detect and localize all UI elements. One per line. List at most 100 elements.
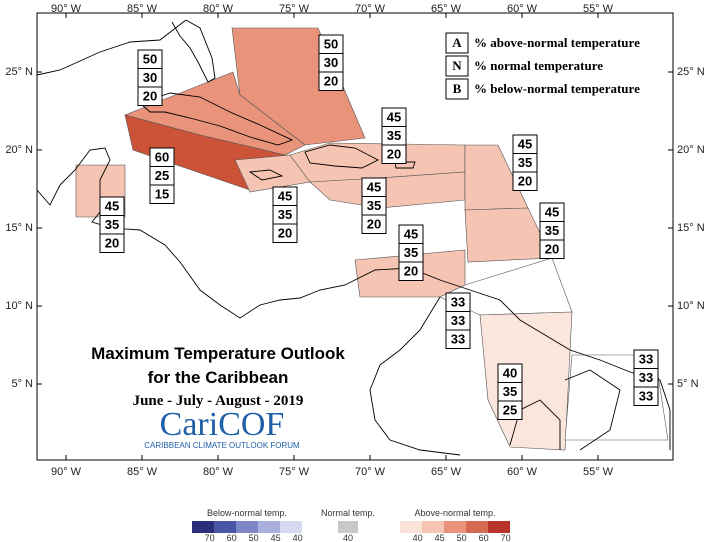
- key-letter: A: [452, 35, 462, 50]
- prob-cell: [512, 171, 538, 191]
- prob-value: 20: [324, 73, 338, 88]
- lon-label: 90° W: [51, 466, 82, 478]
- regions: [75, 27, 669, 451]
- prob-value: 33: [639, 370, 653, 385]
- colorbar-tick: 45: [271, 533, 281, 542]
- colorbar-tick: 60: [479, 533, 489, 542]
- colorbar-tick: 40: [343, 533, 353, 542]
- lat-label: 5° N: [677, 378, 699, 390]
- colorbar-swatch: [280, 521, 302, 533]
- prob-value: 20: [143, 88, 157, 103]
- region: [464, 207, 553, 263]
- colorbar-swatch: [466, 521, 488, 533]
- lat-label: 15° N: [5, 222, 33, 234]
- prob-value: 40: [503, 365, 517, 380]
- key-text: % above-normal temperature: [474, 35, 640, 50]
- lon-label: 55° W: [583, 3, 614, 15]
- lon-label: 80° W: [203, 3, 234, 15]
- coastline: [248, 169, 284, 181]
- coastline: [139, 92, 294, 146]
- prob-cell: [318, 71, 344, 91]
- prob-value: 20: [518, 173, 532, 188]
- prob-value: 35: [518, 155, 532, 170]
- key-letter: N: [452, 58, 462, 73]
- coastline: [304, 144, 379, 169]
- colorbar-tick: 70: [205, 533, 215, 542]
- colorbar-swatch: [422, 521, 444, 533]
- lon-label: 75° W: [279, 3, 310, 15]
- prob-value: 33: [639, 351, 653, 366]
- colorbar-tick: 50: [457, 533, 467, 542]
- lon-label: 70° W: [355, 3, 386, 15]
- prob-value: 45: [518, 136, 532, 151]
- lon-label: 80° W: [203, 466, 234, 478]
- prob-value: 45: [404, 226, 418, 241]
- key-letter-box: [445, 32, 469, 54]
- lon-label: 90° W: [51, 3, 82, 15]
- lat-label: 15° N: [677, 222, 705, 234]
- prob-value: 20: [387, 146, 401, 161]
- prob-value: 35: [545, 223, 559, 238]
- prob-cell: [633, 386, 659, 406]
- prob-cell: [381, 144, 407, 164]
- prob-value: 45: [105, 198, 119, 213]
- prob-cell: [149, 184, 175, 204]
- colorbar-swatch: [338, 521, 358, 533]
- colorbar-tick: 70: [501, 533, 511, 542]
- coastline: [509, 369, 621, 451]
- prob-cell: [99, 233, 125, 253]
- title-line: for the Caribbean: [148, 368, 289, 387]
- colorbar-tick: 50: [249, 533, 259, 542]
- colorbar-swatch: [488, 521, 510, 533]
- prob-value: 20: [404, 263, 418, 278]
- prob-value: 25: [503, 402, 517, 417]
- region: [231, 27, 366, 146]
- key-text: % normal temperature: [474, 58, 603, 73]
- lat-label: 5° N: [11, 378, 33, 390]
- logo-name: CariCOF: [160, 406, 285, 443]
- lat-label: 20° N: [5, 144, 33, 156]
- key-letter: B: [453, 81, 462, 96]
- colorbar-label: Normal temp.: [321, 508, 375, 518]
- prob-value: 30: [324, 55, 338, 70]
- colorbar-swatch: [236, 521, 258, 533]
- prob-cell: [272, 223, 298, 243]
- lon-label: 60° W: [507, 466, 538, 478]
- colorbar-tick: 45: [435, 533, 445, 542]
- prob-value: 45: [387, 109, 401, 124]
- prob-cell: [398, 261, 424, 281]
- colorbar-swatch: [444, 521, 466, 533]
- lat-label: 25° N: [677, 66, 705, 78]
- prob-value: 50: [324, 36, 338, 51]
- logo-tagline: CARIBBEAN CLIMATE OUTLOOK FORUM: [144, 441, 300, 450]
- prob-cell: [137, 86, 163, 106]
- prob-value: 35: [105, 217, 119, 232]
- prob-value: 20: [545, 241, 559, 256]
- prob-value: 45: [278, 188, 292, 203]
- prob-value: 35: [367, 198, 381, 213]
- lat-label: 25° N: [5, 66, 33, 78]
- prob-value: 33: [451, 294, 465, 309]
- prob-value: 35: [404, 245, 418, 260]
- colorbar-tick: 40: [413, 533, 423, 542]
- prob-value: 35: [278, 207, 292, 222]
- lon-label: 85° W: [127, 466, 158, 478]
- coastline: [369, 296, 461, 456]
- prob-value: 45: [545, 204, 559, 219]
- colorbar-label: Below-normal temp.: [207, 508, 287, 518]
- prob-value: 33: [451, 331, 465, 346]
- prob-value: 15: [155, 186, 169, 201]
- prob-cell: [497, 400, 523, 420]
- probability-boxes: 50 30 20 50 30 20 60 25 15 45 35 20 45 35 20 45 35 20 45 35…: [99, 34, 659, 420]
- prob-value: 33: [451, 313, 465, 328]
- coastline: [36, 184, 61, 206]
- prob-value: 50: [143, 51, 157, 66]
- prob-value: 20: [278, 225, 292, 240]
- colorbar-swatch: [214, 521, 236, 533]
- prob-value: 35: [503, 384, 517, 399]
- lon-label: 85° W: [127, 3, 158, 15]
- key-letter-box: [445, 78, 469, 100]
- colorbar-label: Above-normal temp.: [414, 508, 495, 518]
- prob-value: 60: [155, 149, 169, 164]
